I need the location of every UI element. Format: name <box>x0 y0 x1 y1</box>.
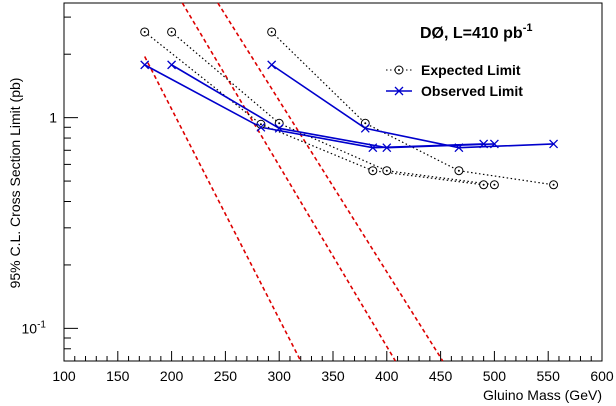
observed-limit-point <box>489 139 499 149</box>
x-axis-title: Gluino Mass (GeV) <box>483 387 602 403</box>
observed-limit-point <box>267 60 277 70</box>
expected-limit-point-dot <box>371 169 374 172</box>
observed-limit-line <box>171 64 495 149</box>
legend-observed-label: Observed Limit <box>421 83 523 99</box>
x-tick-label: 600 <box>590 368 614 384</box>
expected-limit-line <box>171 31 495 186</box>
legend-expected-label: Expected Limit <box>421 62 521 78</box>
theory-curve <box>217 2 444 362</box>
expected-limit-point-dot <box>170 30 173 33</box>
expected-limit-point-dot <box>143 30 146 33</box>
expected-limit-point-dot <box>364 122 367 125</box>
y-axis-title: 95% C.L. Cross Section Limit (pb) <box>7 78 23 289</box>
theory-curve <box>143 56 302 362</box>
legend-expected-marker-dot <box>398 69 400 71</box>
observed-limit-point <box>140 60 150 70</box>
chart-title-sup: -1 <box>523 22 533 34</box>
expected-limit-point-dot <box>482 183 485 186</box>
x-tick-label: 500 <box>483 368 507 384</box>
x-tick-label: 450 <box>429 368 453 384</box>
y-tick-label-exponent: -1 <box>37 319 46 330</box>
limit-lines <box>144 31 554 186</box>
expected-limit-line <box>144 31 484 186</box>
observed-limit-point <box>274 123 284 133</box>
expected-limit-point-dot <box>385 169 388 172</box>
observed-limit-point <box>368 143 378 153</box>
x-tick-label: 550 <box>537 368 561 384</box>
legend: Expected Limit Observed Limit <box>386 62 523 99</box>
expected-limit-point-dot <box>270 30 273 33</box>
observed-limit-point <box>167 60 177 70</box>
theory-curve <box>181 2 397 362</box>
chart-title: DØ, L=410 pb-1 <box>420 22 532 42</box>
tick-labels: 100 150 200 250 300 350 400 450 500 550 600 1 10-1 <box>22 110 614 384</box>
axis-ticks <box>63 16 603 362</box>
x-tick-label: 100 <box>52 368 76 384</box>
y-tick-label: 10-1 <box>22 319 47 336</box>
theory-curves <box>143 2 444 362</box>
expected-limit-point-dot <box>493 183 496 186</box>
x-tick-label: 150 <box>106 368 130 384</box>
expected-limit-point-dot <box>259 123 262 126</box>
observed-limit-point <box>454 143 464 153</box>
x-tick-label: 400 <box>375 368 399 384</box>
legend-observed-marker <box>394 86 404 96</box>
chart-title-main: DØ, L=410 pb <box>420 25 523 42</box>
observed-limit-point <box>256 122 266 132</box>
expected-limit-line <box>271 31 554 186</box>
expected-limit-point-dot <box>278 122 281 125</box>
y-tick-label: 1 <box>49 110 57 126</box>
expected-limit-point-dot <box>457 169 460 172</box>
observed-limit-point <box>479 139 489 149</box>
expected-limit-point-dot <box>552 183 555 186</box>
x-tick-label: 250 <box>214 368 238 384</box>
observed-limit-line <box>271 64 554 149</box>
observed-limit-point <box>382 143 392 153</box>
limit-markers <box>140 27 559 190</box>
observed-limit-point <box>360 123 370 133</box>
x-tick-label: 350 <box>321 368 345 384</box>
x-tick-label: 200 <box>160 368 184 384</box>
x-tick-label: 300 <box>268 368 292 384</box>
observed-limit-point <box>549 139 559 149</box>
